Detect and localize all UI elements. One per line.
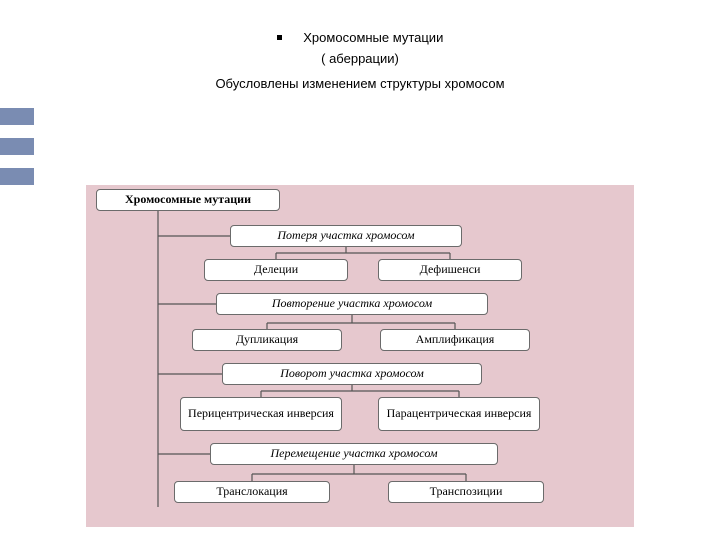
diagram-node-trans: Транслокация — [174, 481, 330, 503]
side-accent-bars — [0, 108, 34, 198]
diagram-node-peri: Перицентрическая инверсия — [180, 397, 342, 431]
header: Хромосомные мутации ( аберрации) Обуслов… — [0, 0, 720, 91]
diagram-node-amp: Амплификация — [380, 329, 530, 351]
diagram-node-dup: Дупликация — [192, 329, 342, 351]
page-subtitle: ( аберрации) — [0, 51, 720, 66]
diagram-node-para: Парацентрическая инверсия — [378, 397, 540, 431]
diagram-node-def: Дефишенси — [378, 259, 522, 281]
diagram-node-move: Перемещение участка хромосом — [210, 443, 498, 465]
diagram-node-root: Хромосомные мутации — [96, 189, 280, 211]
side-bar — [0, 138, 34, 155]
diagram-node-loss: Потеря участка хромосом — [230, 225, 462, 247]
diagram-nodes-layer: Хромосомные мутации Потеря участка хромос… — [86, 185, 634, 527]
bullet-icon — [277, 35, 282, 40]
side-bar — [0, 108, 34, 125]
diagram-node-trpos: Транспозиции — [388, 481, 544, 503]
page-title-row: Хромосомные мутации — [0, 30, 720, 45]
diagram-node-del: Делеции — [204, 259, 348, 281]
page-description: Обусловлены изменением структуры хромосо… — [0, 76, 720, 91]
diagram-node-rep: Повторение участка хромосом — [216, 293, 488, 315]
diagram-container: Хромосомные мутации Потеря участка хромос… — [86, 185, 634, 527]
side-bar — [0, 168, 34, 185]
page-title: Хромосомные мутации — [303, 30, 443, 45]
diagram-node-turn: Поворот участка хромосом — [222, 363, 482, 385]
